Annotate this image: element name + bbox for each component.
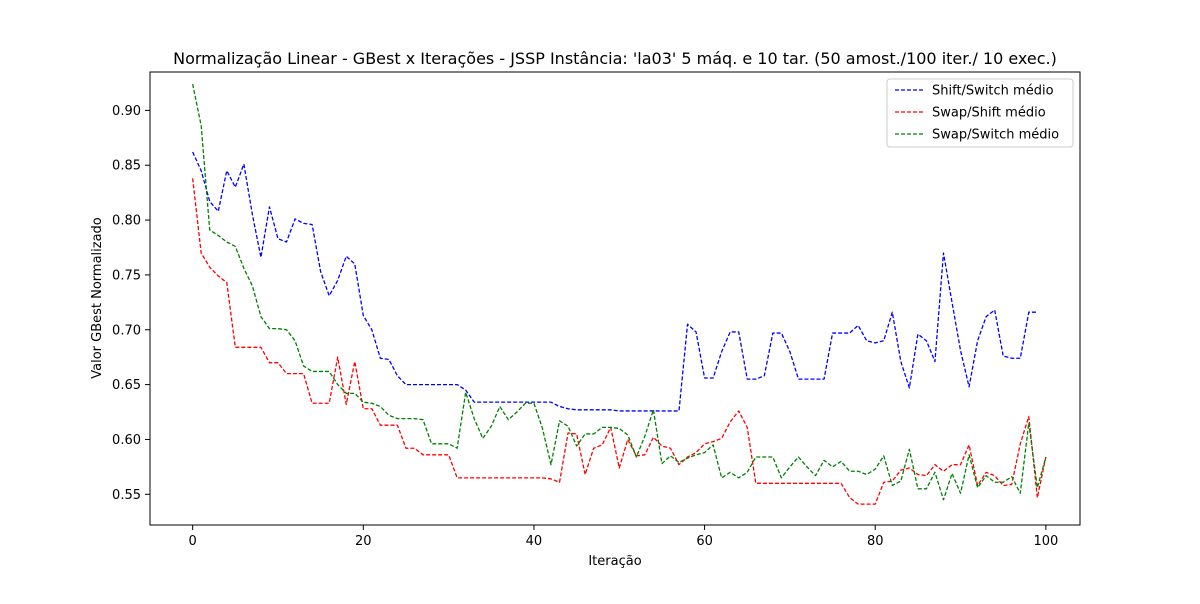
- y-axis: 0.55 0.60 0.65 0.70 0.75 0.80 0.85 0.90: [112, 104, 150, 503]
- legend-label: Swap/Shift médio: [932, 106, 1046, 121]
- x-tick-label: 40: [526, 534, 543, 549]
- y-tick-label: 0.60: [112, 433, 141, 448]
- plot-area: [149, 71, 1081, 526]
- series-line-1: [192, 151, 1038, 412]
- legend-label: Swap/Switch médio: [932, 128, 1059, 143]
- y-axis-label: Valor GBest Normalizado: [90, 217, 105, 379]
- x-tick-label: 20: [355, 534, 372, 549]
- x-tick-label: 80: [867, 534, 884, 549]
- x-tick-label: 0: [189, 534, 197, 549]
- plot-frame: [149, 71, 1081, 526]
- y-tick-label: 0.70: [112, 323, 141, 338]
- y-tick-label: 0.65: [112, 378, 141, 393]
- y-tick-label: 0.90: [112, 104, 141, 119]
- x-axis: 0 20 40 60 80 100: [189, 525, 1058, 549]
- legend-box: [886, 78, 1074, 148]
- series-line-2: [192, 178, 1047, 505]
- y-tick-label: 0.75: [112, 268, 141, 283]
- series-layer: [192, 83, 1047, 505]
- y-tick-label: 0.55: [112, 488, 141, 503]
- x-tick-label: 60: [696, 534, 713, 549]
- legend: Shift/Switch médio Swap/Shift médio Swap/S…: [886, 78, 1074, 148]
- y-tick-label: 0.80: [112, 214, 141, 229]
- y-tick-label: 0.85: [112, 159, 141, 174]
- legend-label: Shift/Switch médio: [932, 84, 1054, 99]
- series-line-3: [192, 83, 1047, 501]
- chart-title: Normalização Linear - GBest x Iterações …: [173, 49, 1057, 68]
- x-axis-label: Iteração: [588, 554, 641, 569]
- x-tick-label: 100: [1033, 534, 1058, 549]
